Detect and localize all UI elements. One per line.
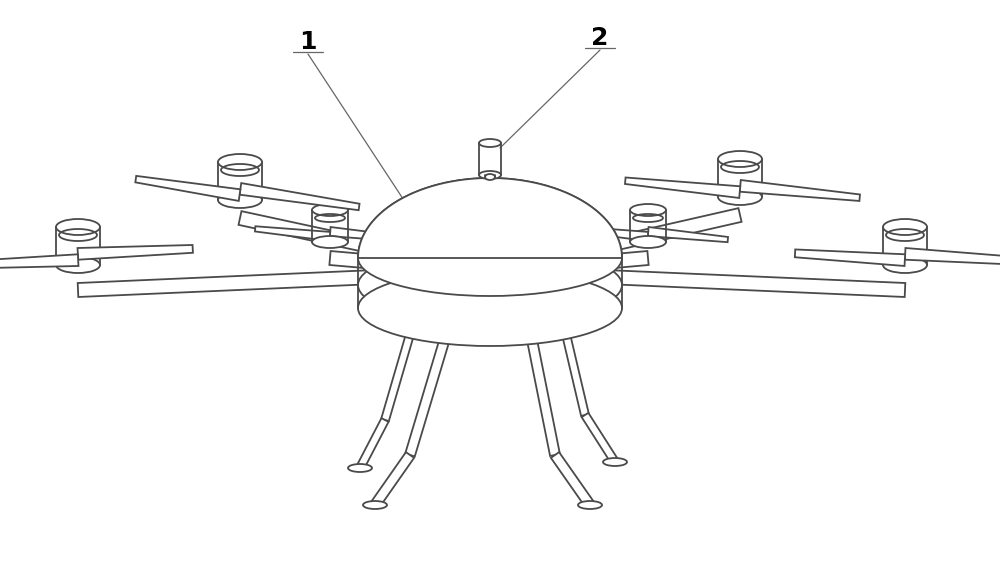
Ellipse shape (630, 236, 666, 248)
Polygon shape (489, 251, 649, 279)
Ellipse shape (883, 219, 927, 235)
Polygon shape (329, 251, 491, 279)
Polygon shape (330, 227, 410, 242)
Polygon shape (488, 208, 742, 279)
Polygon shape (573, 226, 648, 241)
Ellipse shape (218, 154, 262, 170)
Polygon shape (78, 245, 193, 260)
Ellipse shape (630, 204, 666, 216)
Ellipse shape (578, 501, 602, 509)
Polygon shape (255, 226, 330, 241)
Ellipse shape (718, 189, 762, 205)
Polygon shape (648, 227, 728, 242)
Polygon shape (358, 178, 622, 258)
Ellipse shape (603, 458, 627, 466)
Ellipse shape (312, 204, 348, 216)
Ellipse shape (485, 174, 495, 180)
Ellipse shape (218, 192, 262, 208)
Ellipse shape (883, 257, 927, 273)
Polygon shape (582, 413, 618, 464)
Polygon shape (795, 250, 905, 266)
Ellipse shape (358, 247, 622, 323)
Ellipse shape (479, 171, 501, 179)
Polygon shape (520, 304, 560, 456)
Polygon shape (554, 299, 589, 416)
Polygon shape (78, 265, 490, 297)
Polygon shape (625, 177, 740, 198)
Ellipse shape (479, 139, 501, 147)
Ellipse shape (56, 219, 100, 235)
Polygon shape (356, 418, 389, 470)
Ellipse shape (363, 501, 387, 509)
Polygon shape (551, 452, 594, 508)
Polygon shape (490, 265, 905, 297)
Ellipse shape (718, 151, 762, 167)
Polygon shape (371, 452, 414, 508)
Polygon shape (740, 180, 860, 201)
Ellipse shape (358, 220, 622, 296)
Ellipse shape (348, 464, 372, 472)
Ellipse shape (312, 236, 348, 248)
Text: 1: 1 (299, 30, 317, 54)
Ellipse shape (56, 257, 100, 273)
Polygon shape (239, 211, 491, 279)
Polygon shape (905, 248, 1000, 265)
Polygon shape (135, 176, 240, 201)
Text: 2: 2 (591, 26, 609, 50)
Polygon shape (0, 254, 78, 268)
Polygon shape (381, 299, 424, 421)
Polygon shape (405, 304, 460, 457)
Ellipse shape (358, 270, 622, 346)
Polygon shape (240, 183, 360, 210)
